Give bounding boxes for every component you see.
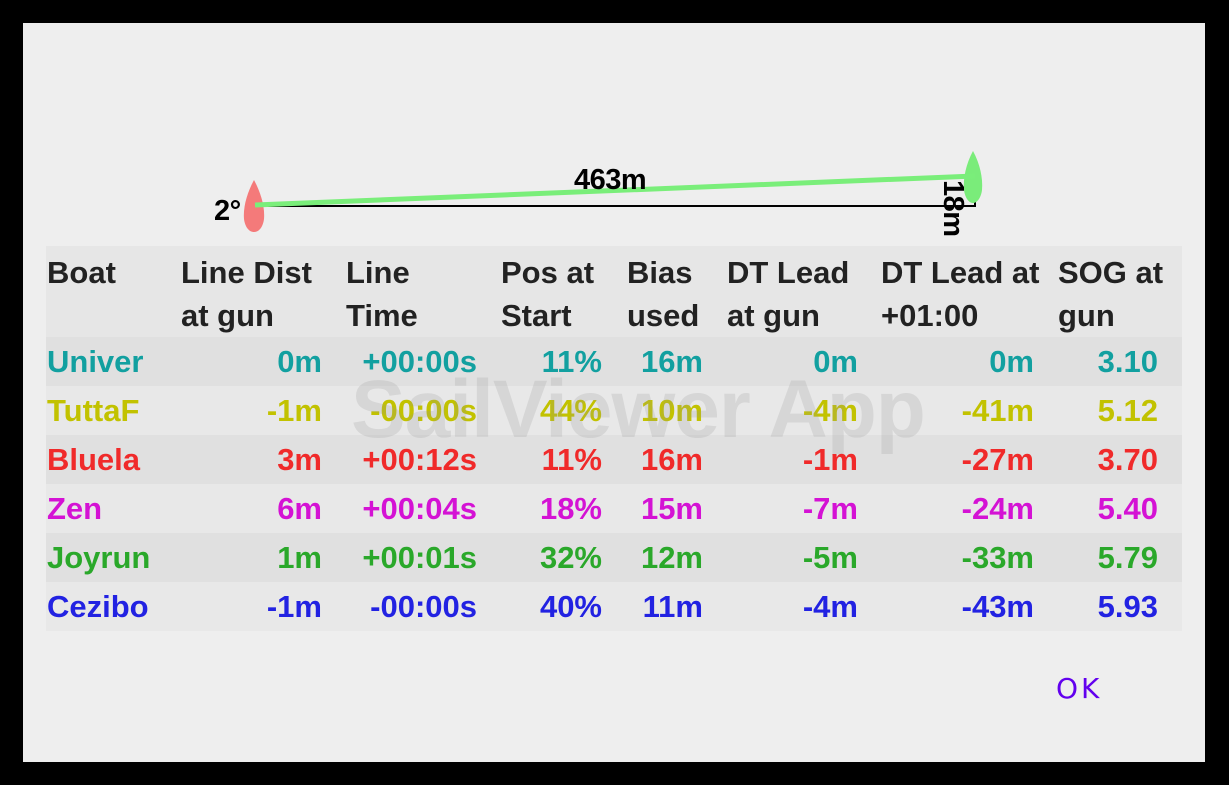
cell-dt-lead-gun: -4m [802, 589, 858, 624]
cell-line-time: +00:00s [362, 344, 477, 379]
table-row[interactable]: Zen 6m +00:04s 18% 15m -7m -24m 5.40 [46, 484, 1182, 533]
start-line [254, 173, 976, 208]
cell-sog: 5.79 [1097, 540, 1158, 575]
line-offset-label: 18m [937, 180, 969, 237]
cell-sog: 3.70 [1097, 442, 1158, 477]
cell-bias-used: 16m [640, 344, 703, 379]
cell-dt-lead-gun: -5m [802, 540, 858, 575]
cell-line-time: -00:00s [370, 393, 477, 428]
cell-pos-at-start: 44% [539, 393, 602, 428]
cell-dt-lead-1min: -24m [961, 491, 1034, 526]
line-length-label: 463m [574, 164, 647, 196]
cell-dt-lead-1min: -33m [961, 540, 1034, 575]
cell-line-time: +00:01s [362, 540, 477, 575]
cell-boat-name: Joyrun [47, 540, 151, 575]
cell-bias-used: 15m [640, 491, 703, 526]
cell-dt-lead-gun: -4m [802, 393, 858, 428]
cell-bias-used: 10m [640, 393, 703, 428]
line-angle-label: 2° [214, 195, 241, 227]
header-boat: Boat [47, 255, 116, 290]
cell-bias-used: 12m [640, 540, 703, 575]
table-row[interactable]: Bluela 3m +00:12s 11% 16m -1m -27m 3.70 [46, 435, 1182, 484]
start-line-diagram: 2° 463m 18m [23, 23, 1205, 253]
cell-line-time: +00:12s [362, 442, 477, 477]
cell-pos-at-start: 40% [539, 589, 602, 624]
cell-pos-at-start: 18% [539, 491, 602, 526]
cell-sog: 5.93 [1097, 589, 1158, 624]
cell-boat-name: TuttaF [47, 393, 140, 428]
header-sog: SOG at gun [1058, 255, 1164, 333]
header-line-time: Line Time [346, 255, 418, 333]
header-bias-used: Bias used [627, 255, 700, 333]
cell-line-dist: 0m [277, 344, 322, 379]
pin-boat-icon [243, 180, 265, 232]
cell-dt-lead-gun: 0m [813, 344, 858, 379]
header-line-dist: Line Dist at gun [181, 255, 312, 333]
table-row[interactable]: Univer 0m +00:00s 11% 16m 0m 0m 3.10 [46, 337, 1182, 386]
table-header-row: Boat Line Dist at gun Line Time Pos at S… [46, 246, 1182, 337]
cell-line-dist: -1m [266, 589, 322, 624]
cell-boat-name: Cezibo [47, 589, 149, 624]
cell-boat-name: Bluela [47, 442, 141, 477]
cell-line-time: -00:00s [370, 589, 477, 624]
cell-sog: 5.12 [1097, 393, 1158, 428]
cell-sog: 5.40 [1097, 491, 1158, 526]
table-body: Univer 0m +00:00s 11% 16m 0m 0m 3.10 TuttaF -1m -0… [46, 337, 1182, 631]
header-dt-lead-gun: DT Lead at gun [727, 255, 850, 333]
cell-bias-used: 16m [640, 442, 703, 477]
table-row[interactable]: Cezibo -1m -00:00s 40% 11m -4m -43m 5.93 [46, 582, 1182, 631]
cell-dt-lead-1min: 0m [989, 344, 1034, 379]
cell-pos-at-start: 32% [539, 540, 602, 575]
cell-pos-at-start: 11% [541, 442, 602, 477]
cell-line-dist: 1m [277, 540, 322, 575]
cell-line-time: +00:04s [362, 491, 477, 526]
cell-dt-lead-gun: -7m [802, 491, 858, 526]
cell-line-dist: 6m [277, 491, 322, 526]
ok-button[interactable]: OK [1048, 668, 1110, 709]
cell-dt-lead-1min: -43m [961, 589, 1034, 624]
start-analysis-dialog: 2° 463m 18m Boat Line Dist at gun Line T… [23, 23, 1205, 762]
cell-dt-lead-gun: -1m [802, 442, 858, 477]
header-pos-at-start: Pos at Start [501, 255, 595, 333]
results-table: Boat Line Dist at gun Line Time Pos at S… [46, 246, 1182, 631]
start-line-graphic [243, 151, 983, 232]
cell-boat-name: Zen [47, 491, 103, 526]
cell-bias-used: 11m [642, 589, 703, 624]
cell-dt-lead-1min: -41m [961, 393, 1034, 428]
cell-dt-lead-1min: -27m [961, 442, 1034, 477]
cell-sog: 3.10 [1097, 344, 1158, 379]
cell-pos-at-start: 11% [541, 344, 602, 379]
table-row[interactable]: Joyrun 1m +00:01s 32% 12m -5m -33m 5.79 [46, 533, 1182, 582]
header-dt-lead-1min: DT Lead at +01:00 [881, 255, 1040, 333]
cell-line-dist: 3m [277, 442, 322, 477]
cell-boat-name: Univer [47, 344, 144, 379]
table-row[interactable]: TuttaF -1m -00:00s 44% 10m -4m -41m 5.12 [46, 386, 1182, 435]
cell-line-dist: -1m [266, 393, 322, 428]
